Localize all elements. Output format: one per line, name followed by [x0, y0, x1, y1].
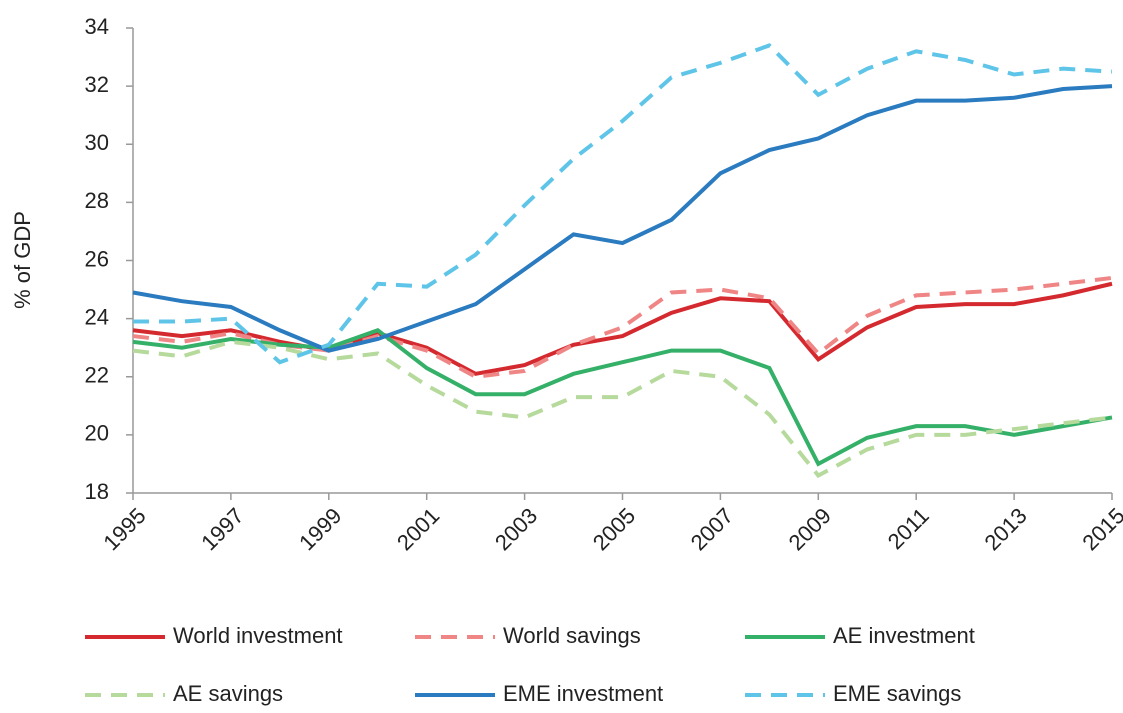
y-axis-label: % of GDP	[10, 211, 35, 309]
legend-label: EME investment	[503, 681, 663, 706]
y-tick-label: 26	[85, 246, 109, 271]
legend-label: World savings	[503, 623, 641, 648]
x-tick-label: 2003	[490, 503, 542, 555]
x-tick-label: 2011	[883, 503, 934, 554]
x-tick-label: 2001	[392, 503, 444, 555]
series-line	[132, 327, 1113, 467]
x-tick-label: 2013	[979, 503, 1031, 555]
x-tick-label: 1997	[196, 503, 248, 555]
series-line	[132, 84, 1113, 353]
y-tick-label: 18	[85, 479, 109, 504]
legend-label: AE savings	[173, 681, 283, 706]
y-tick-label: 24	[85, 304, 109, 329]
y-tick-label: 30	[85, 130, 109, 155]
series-line	[133, 43, 1113, 365]
x-tick-label: 2007	[686, 503, 738, 555]
legend-label: World investment	[173, 623, 343, 648]
x-tick-label: 1995	[98, 503, 150, 555]
series-line	[132, 339, 1113, 479]
y-tick-label: 32	[85, 72, 109, 97]
x-tick-label: 2009	[784, 503, 836, 555]
x-tick-label: 1999	[294, 503, 346, 555]
x-tick-label: 2005	[588, 503, 640, 555]
x-tick-label: 2015	[1077, 503, 1123, 555]
y-tick-label: 28	[85, 188, 109, 213]
y-tick-label: 34	[85, 14, 109, 39]
y-tick-label: 20	[85, 421, 109, 446]
y-tick-label: 22	[85, 363, 109, 388]
legend-label: EME savings	[833, 681, 961, 706]
legend-label: AE investment	[833, 623, 975, 648]
